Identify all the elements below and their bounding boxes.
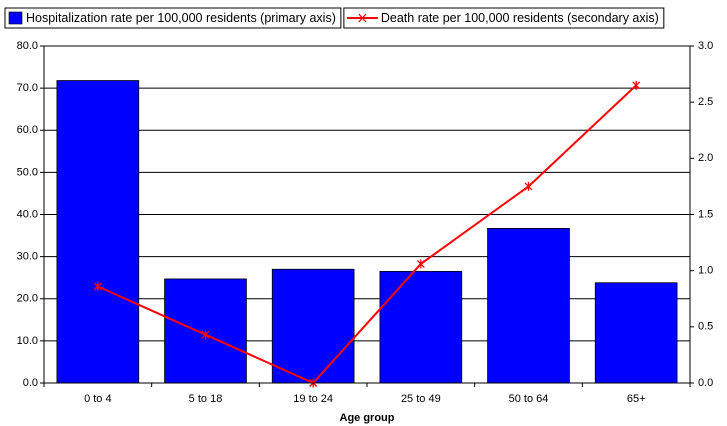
y-tick-label: 50.0 [17, 166, 38, 178]
x-axis-title: Age group [340, 412, 395, 424]
marker [416, 259, 425, 269]
marker [524, 181, 533, 191]
bar [271, 268, 355, 384]
legend-label: Hospitalization rate per 100,000 residen… [26, 11, 336, 25]
y2-tick-label: 0.0 [698, 377, 713, 389]
y2-tick-label: 2.0 [698, 152, 713, 164]
marker [93, 281, 102, 291]
y2-tick-label: 1.5 [698, 208, 713, 220]
y2-tick-label: 0.5 [698, 321, 713, 333]
x-tick-label: 65+ [627, 393, 646, 405]
bar [56, 80, 140, 384]
legend-marker [358, 13, 367, 23]
y-tick-label: 60.0 [17, 124, 38, 136]
y-tick-label: 70.0 [17, 82, 38, 94]
legend-box [4, 7, 342, 29]
line [97, 84, 637, 385]
y-tick-label: 20.0 [17, 293, 38, 305]
y-tick-label: 80.0 [17, 40, 38, 52]
y2-tick-label: 1.0 [698, 265, 713, 277]
legend-label: Death rate per 100,000 residents (second… [381, 11, 659, 25]
x-tick-label: 19 to 24 [293, 393, 333, 405]
y-tick-label: 0.0 [23, 377, 38, 389]
bar [379, 270, 463, 384]
marker [632, 80, 641, 90]
legend-box [343, 7, 665, 29]
legend-swatch [8, 11, 23, 25]
y2-tick-label: 3.0 [698, 40, 713, 52]
y-tick-label: 10.0 [17, 335, 38, 347]
marker [201, 330, 210, 340]
y-tick-label: 30.0 [17, 251, 38, 263]
x-tick-label: 25 to 49 [401, 393, 441, 405]
x-tick-label: 5 to 18 [189, 393, 223, 405]
y-tick-label: 40.0 [17, 208, 38, 220]
x-tick-label: 0 to 4 [84, 393, 112, 405]
bar [594, 282, 678, 384]
x-tick-label: 50 to 64 [509, 393, 549, 405]
bar [487, 228, 570, 384]
y2-tick-label: 2.5 [698, 96, 713, 108]
